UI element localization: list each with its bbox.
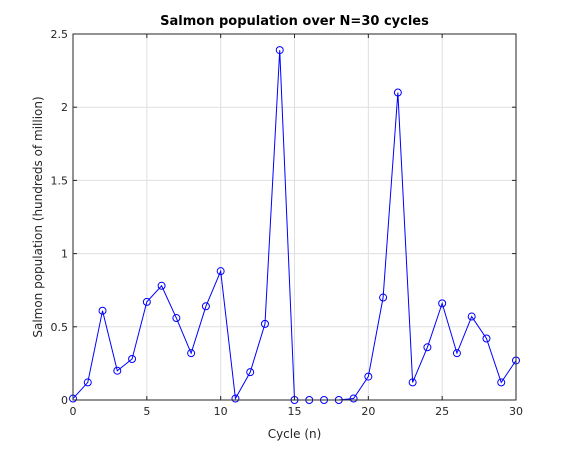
data-point	[201, 302, 210, 311]
data-point	[379, 293, 388, 302]
chart-title: Salmon population over N=30 cycles	[160, 14, 429, 29]
y-axis-label: Salmon population (hundreds of million)	[31, 96, 45, 337]
y-tick-label: 1	[61, 248, 68, 261]
data-point	[393, 88, 402, 97]
x-tick-label: 20	[361, 405, 375, 418]
x-tick-label: 15	[288, 405, 302, 418]
y-tick-label: 0.5	[51, 321, 69, 334]
data-point	[349, 394, 358, 403]
data-point	[452, 349, 461, 358]
data-point	[467, 312, 476, 321]
y-tick-label: 1.5	[51, 174, 69, 187]
data-point	[128, 355, 137, 364]
data-point	[83, 378, 92, 387]
x-tick-label: 5	[143, 405, 150, 418]
y-tick-label: 2	[61, 101, 68, 114]
data-point	[246, 368, 255, 377]
data-point	[275, 46, 284, 55]
data-point	[157, 281, 166, 290]
data-point	[260, 319, 269, 328]
data-point	[423, 343, 432, 352]
data-point	[216, 267, 225, 276]
data-point	[113, 366, 122, 375]
x-tick-label: 0	[70, 405, 77, 418]
tick-marks	[72, 33, 517, 401]
x-tick-label: 10	[214, 405, 228, 418]
tick-labels: 0 5 10 15 20 25 30 0 0.5 1 1.5 2 2.5	[51, 28, 524, 418]
data-point	[142, 297, 151, 306]
data-point	[364, 372, 373, 381]
data-point	[187, 349, 196, 358]
data-point	[482, 334, 491, 343]
y-tick-label: 0	[61, 394, 68, 407]
data-point	[497, 378, 506, 387]
data-point	[231, 394, 240, 403]
data-point	[408, 378, 417, 387]
x-tick-label: 30	[509, 405, 523, 418]
data-point	[98, 306, 107, 315]
data-point	[172, 314, 181, 323]
x-axis-label: Cycle (n)	[268, 427, 322, 441]
data-point	[438, 299, 447, 308]
x-tick-label: 25	[435, 405, 449, 418]
y-tick-label: 2.5	[51, 28, 69, 41]
